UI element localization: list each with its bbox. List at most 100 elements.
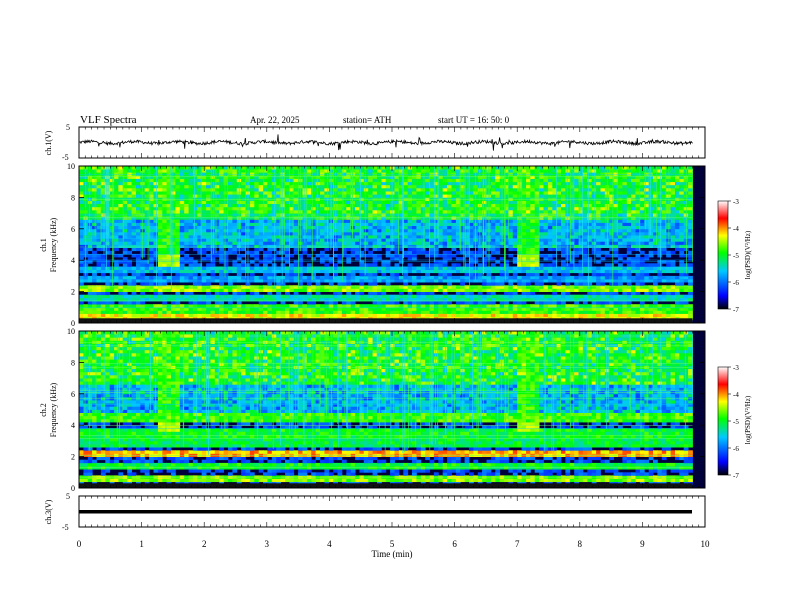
spectrogram-cell [447,294,452,299]
spectrogram-cell [122,244,128,248]
spectrogram-cell [508,210,514,214]
spectrogram-cell [263,301,268,305]
spectrogram-cell [521,188,527,192]
spectrogram-cell [219,275,224,280]
spectrogram-cell [359,260,365,264]
spectrogram-cell [254,238,260,242]
spectrogram-cell [149,222,154,226]
spectrogram-cell [214,231,220,236]
spectrogram-cell [346,241,352,245]
spectrogram-cell [547,188,553,192]
spectrogram-cell [267,235,273,239]
spectrogram-cell [350,210,356,214]
spectrogram-cell [416,191,422,195]
spectrogram-cell [377,222,382,226]
spectrogram-cell [504,307,509,311]
spectrogram-cell [490,266,496,270]
spectrogram-cell [249,231,255,236]
spectrogram-cell [267,282,273,286]
spectrogram-cell [249,294,255,299]
spectrogram-cell [188,200,194,204]
spectrogram-cell [214,238,220,242]
spectrogram-cell [114,238,119,242]
spectrogram-cell [144,200,150,204]
spectrogram-cell [438,184,444,189]
spectrogram-cell [490,178,496,183]
spectrogram-cell [109,307,115,311]
spectrogram-cell [114,184,119,189]
spectrogram-cell [140,253,146,258]
spectrogram-cell [280,188,286,192]
spectrogram-cell [320,253,325,258]
spectrogram-cell [324,257,330,261]
spectrogram-cell [263,244,268,248]
spectrogram-cell [136,247,141,252]
spectrogram-cell [179,275,185,280]
spectrogram-cell [464,310,470,314]
spectrogram-cell [368,307,373,311]
spectrogram-cell [420,222,426,226]
spectrogram-cell [390,266,395,270]
spectrogram-cell [298,285,303,289]
spectrogram-cell [206,238,211,242]
spectrogram-cell [539,282,544,286]
spectrogram-cell [241,219,246,223]
spectrogram-cell [289,304,295,308]
spectrogram-cell [100,169,106,173]
spectrogram-cell [232,263,238,267]
spectrogram-cell [210,266,216,270]
spectrogram-cell [517,310,522,314]
spectrogram-cell [236,272,242,277]
spectrogram-cell [162,301,168,305]
spectrogram-cell [355,206,360,211]
spectrogram-cell [223,203,229,208]
spectrogram-cell [359,178,365,183]
spectrogram-cell [293,219,299,223]
spectrogram-cell [136,200,141,204]
spectrogram-cell [219,175,224,179]
spectrogram-cell [521,178,527,183]
spectrogram-cell [276,194,281,198]
spectrogram-cell [171,285,176,289]
spectrogram-cell [228,297,233,302]
spectrogram-cell [228,191,233,195]
spectrogram-cell [504,188,509,192]
spectrogram-cell [179,222,185,226]
spectrogram-cell [171,275,176,280]
spectrogram-cell [140,269,146,274]
spectrogram-cell [359,307,365,311]
spectrogram-cell [149,247,154,252]
spectrogram-cell [285,219,290,223]
spectrogram-cell [118,188,124,192]
spectrogram-cell [512,188,518,192]
spectrogram-cell [464,272,470,277]
spectrogram-cell [504,285,509,289]
spectrogram-cell [157,244,163,248]
spectrogram-cell [398,181,404,186]
spectrogram-cell [289,313,295,318]
spectrogram-cell [149,228,154,233]
spectrogram-cell [171,178,176,183]
spectrogram-cell [377,184,382,189]
spectrogram-cell [118,200,124,204]
spectrogram-cell [385,285,391,289]
spectrogram-cell [552,266,558,270]
spectrogram-cell [377,247,382,252]
spectrogram-cell [149,297,154,302]
spectrogram-cell [403,241,409,245]
spectrogram-cell [188,175,194,179]
spectrogram-cell [534,210,540,214]
spectrogram-cell [425,269,430,274]
spectrogram-cell [228,200,233,204]
spectrogram-cell [530,241,536,245]
spectrogram-cell [285,178,290,183]
spectrogram-cell [96,175,102,179]
spectrogram-cell [175,175,181,179]
spectrogram-cell [372,200,378,204]
spectrogram-cell [149,260,154,264]
spectrogram-cell [447,275,452,280]
spectrogram-cell [416,200,422,204]
spectrogram-cell [390,253,395,258]
spectrogram-cell [219,260,224,264]
spectrogram-cell [512,210,518,214]
